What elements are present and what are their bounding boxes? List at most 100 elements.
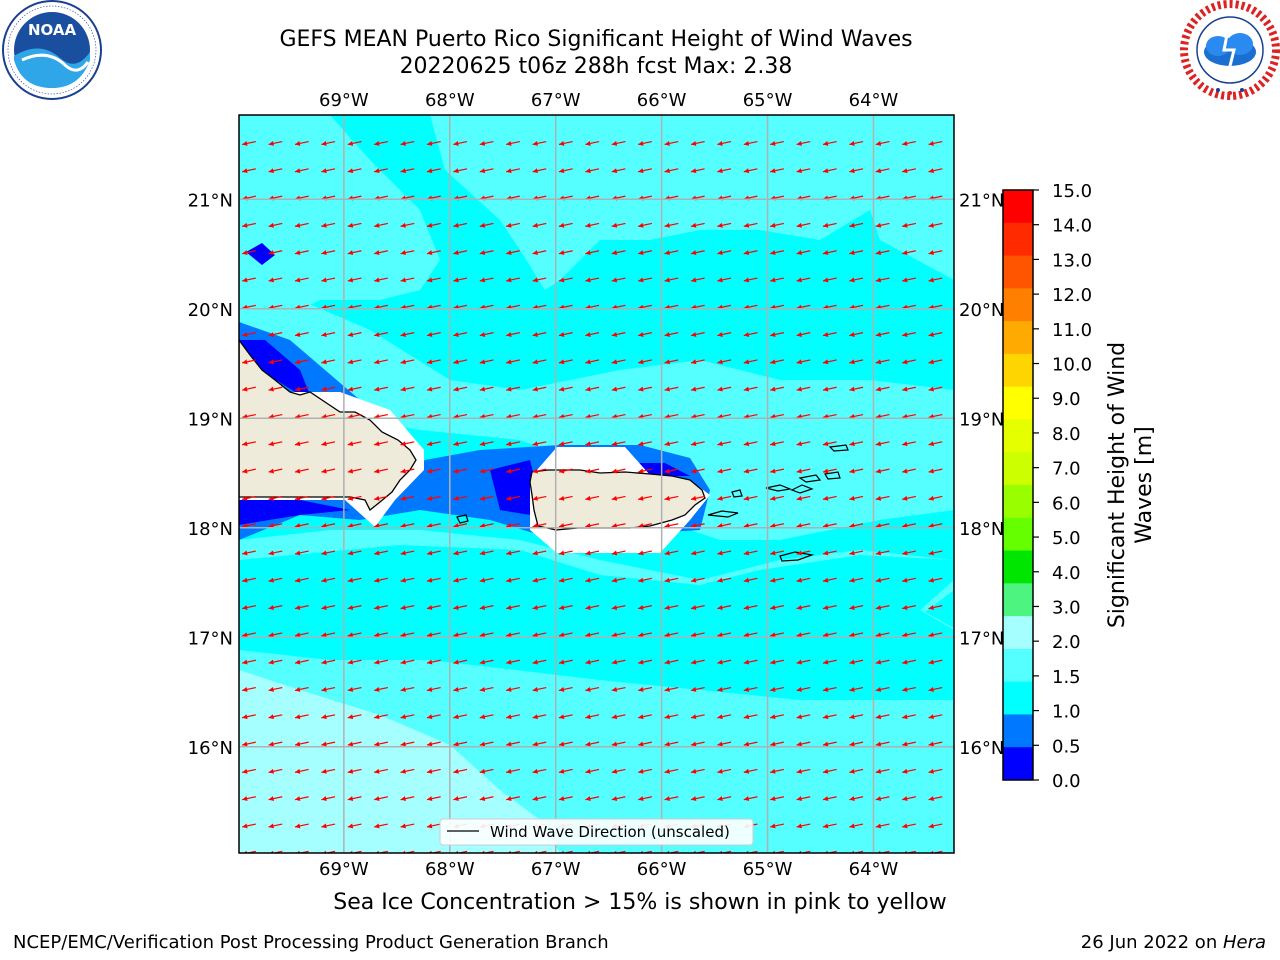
vector-head [294, 768, 301, 774]
vector-head [374, 659, 380, 665]
vector-head [611, 359, 618, 365]
vector-head [849, 332, 855, 337]
vector-head [321, 495, 327, 501]
vector-head [242, 468, 248, 474]
lon-label-bottom: 68°W [425, 859, 475, 880]
vector-head [849, 686, 855, 692]
vector-head [928, 250, 934, 256]
vector-head [585, 332, 591, 337]
vector-head [822, 823, 829, 829]
vector-head [796, 577, 802, 583]
vector-head [426, 359, 433, 365]
contour-band-0.0-0.5-islet [246, 243, 275, 265]
vector-head [532, 441, 538, 447]
vector-head [374, 468, 380, 474]
vector-head [690, 686, 697, 692]
vector-head [822, 659, 829, 665]
lat-label-right: 18°N [959, 519, 1004, 540]
vector-head [875, 386, 882, 392]
vector-head [928, 550, 934, 556]
vector-head [743, 468, 750, 474]
vector-head [453, 659, 459, 665]
vector-head [374, 632, 380, 638]
vector-head [294, 441, 301, 447]
vector-head [796, 332, 802, 337]
vector-head [690, 277, 697, 283]
vector-head [928, 468, 934, 474]
vector-head [664, 714, 670, 720]
vector-head [347, 796, 354, 802]
vector-head [743, 140, 750, 146]
vector-head [400, 250, 406, 256]
vector-head [426, 222, 433, 228]
vector-head [902, 523, 908, 529]
vector-head [611, 386, 618, 392]
vector-head [928, 140, 934, 146]
vector-head [426, 768, 433, 774]
vector-head [453, 605, 459, 610]
vector-head [796, 468, 802, 474]
vector-head [875, 605, 882, 610]
vector-head [849, 577, 855, 583]
vector-head [664, 659, 670, 665]
vector-head [294, 359, 301, 365]
colorbar-tick-label: 5.0 [1052, 528, 1081, 549]
colorbar-segment [1003, 681, 1033, 715]
vector-head [294, 168, 301, 174]
vector-head [743, 741, 750, 747]
vector-head [717, 550, 723, 556]
vector-head [717, 659, 723, 665]
vector-head [902, 714, 908, 720]
vector-head [638, 686, 644, 692]
colorbar-segment [1003, 255, 1033, 289]
vector-head [347, 550, 354, 556]
vector-head [717, 441, 723, 447]
vector-head [875, 140, 882, 146]
vector-head [479, 441, 486, 447]
vector-head [532, 468, 538, 474]
vector-head [638, 168, 644, 174]
vector-head [242, 714, 248, 720]
contour-band-1.0-1.5-south-channel [239, 545, 954, 700]
vector-head [928, 332, 934, 337]
vector-head [611, 495, 618, 501]
vector-head [875, 250, 882, 256]
vector-head [796, 386, 802, 392]
vector-head [242, 222, 248, 228]
vector-head [585, 523, 591, 529]
island-vieques [707, 510, 739, 518]
vector-head [321, 441, 327, 447]
vector-head [690, 768, 697, 774]
vector-head [558, 768, 565, 774]
vector-head [268, 523, 274, 529]
vector-head [902, 659, 908, 665]
vector-head [558, 277, 565, 283]
vector-head [690, 140, 697, 146]
vector-head [849, 277, 855, 283]
vector-head [532, 796, 538, 802]
vector-head [268, 359, 274, 365]
vector-head [242, 495, 248, 501]
vector-head [506, 277, 512, 283]
colorbar-segment [1003, 517, 1033, 552]
vector-head [400, 550, 406, 556]
vector-head [426, 550, 433, 556]
colorbar-tick-label: 0.5 [1052, 736, 1081, 757]
vector-head [479, 768, 486, 774]
vector-head [902, 605, 908, 610]
vector-head [638, 768, 644, 774]
vector-head [321, 659, 327, 665]
vector-head [928, 686, 934, 692]
map-subtitle: 20220625 t06z 288h fcst Max: 2.38 [399, 54, 793, 79]
contour-band-1.5-2.0-north [239, 115, 954, 290]
colorbar-segment [1003, 616, 1033, 650]
lat-label-left: 20°N [188, 300, 233, 321]
vector-head [453, 441, 459, 447]
vector-head [611, 277, 618, 283]
vector-head [796, 605, 802, 610]
vector-head [532, 686, 538, 692]
vector-head [506, 250, 512, 256]
colorbar-segment [1003, 550, 1033, 584]
vector-head [928, 168, 934, 174]
lat-label-right: 17°N [959, 628, 1004, 649]
